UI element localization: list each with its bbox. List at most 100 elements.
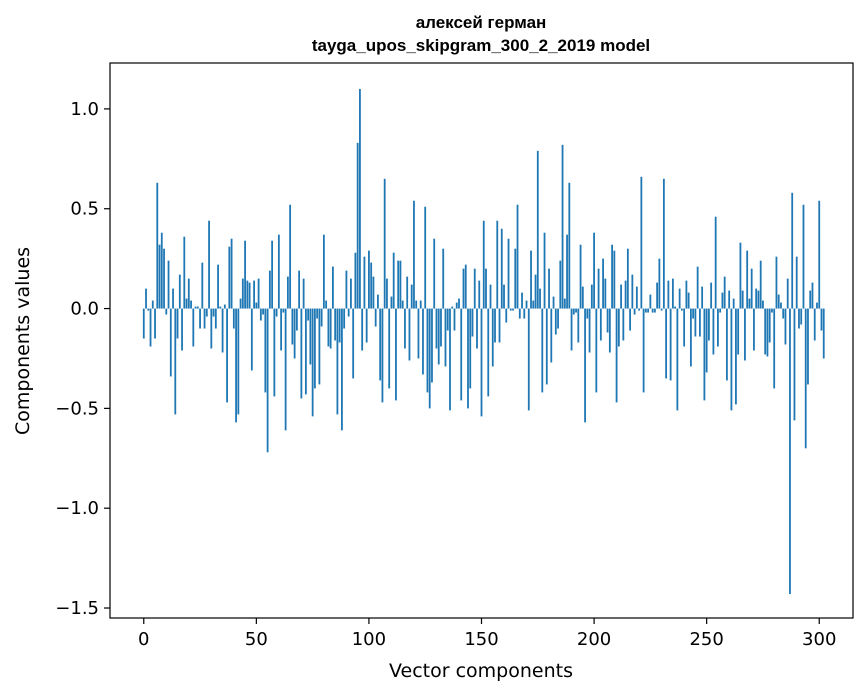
bar-61	[280, 308, 283, 351]
bar-274	[759, 260, 762, 309]
bar-292	[800, 308, 803, 325]
bar-194	[579, 244, 582, 309]
bar-250	[705, 308, 708, 373]
bar-254	[714, 216, 717, 309]
bar-235	[671, 278, 674, 309]
bar-44	[241, 278, 244, 309]
bar-121	[415, 300, 418, 309]
bar-241	[685, 280, 688, 309]
bar-59	[275, 308, 278, 317]
bar-19	[185, 298, 188, 309]
x-tick-label: 0	[138, 629, 149, 650]
chart-subtitle: tayga_upos_skipgram_300_2_2019 model	[312, 36, 650, 55]
bar-213	[622, 308, 625, 341]
bar-42	[237, 308, 240, 415]
bar-80	[322, 234, 325, 309]
bar-36	[223, 304, 226, 309]
bar-139	[455, 302, 458, 309]
bar-27	[203, 308, 206, 329]
bar-126	[426, 308, 429, 393]
bar-197	[586, 308, 589, 319]
chart-title: алексей герман	[416, 13, 547, 32]
bar-271	[753, 308, 755, 351]
bar-270	[750, 268, 753, 309]
bar-68	[295, 308, 298, 331]
bar-2	[147, 308, 150, 311]
bar-5	[154, 308, 156, 339]
bar-281	[775, 256, 778, 309]
bar-118	[408, 308, 411, 361]
bar-13	[172, 288, 174, 309]
bar-99	[365, 308, 368, 343]
bar-202	[597, 268, 600, 309]
bar-242	[687, 292, 690, 309]
bar-216	[629, 308, 631, 331]
bar-108	[386, 278, 388, 309]
bar-261	[730, 308, 733, 411]
bar-161	[505, 308, 508, 323]
bar-70	[300, 308, 303, 399]
bar-154	[489, 284, 492, 309]
bar-210	[615, 308, 618, 403]
bar-57	[271, 240, 274, 309]
bar-113	[397, 260, 400, 309]
bar-89	[343, 308, 346, 329]
bar-269	[748, 298, 751, 309]
bar-41	[235, 308, 237, 423]
bar-168	[521, 292, 523, 309]
x-axis-ticks: 0 50 100 150 200 250 300	[138, 618, 836, 650]
bar-94	[354, 252, 357, 309]
bar-102	[372, 276, 375, 309]
bar-10	[165, 308, 168, 315]
bar-97	[361, 308, 364, 351]
bar-246	[696, 266, 699, 309]
bar-148	[476, 308, 478, 349]
x-axis-label: Vector components	[389, 660, 573, 682]
bar-255	[717, 308, 719, 347]
x-tick-label: 150	[464, 629, 498, 650]
bar-243	[689, 308, 692, 367]
bar-20	[187, 278, 190, 309]
bar-66	[291, 308, 294, 345]
bar-85	[334, 308, 337, 341]
bar-96	[359, 88, 361, 309]
bar-15	[176, 308, 179, 339]
bar-67	[293, 308, 296, 359]
bar-111	[392, 252, 395, 309]
bar-25	[199, 308, 201, 329]
bar-178	[543, 232, 546, 309]
bar-160	[503, 284, 505, 309]
bar-290	[795, 256, 798, 309]
bar-129	[433, 238, 436, 309]
bar-182	[552, 296, 555, 309]
bar-203	[599, 308, 602, 341]
bar-206	[606, 308, 609, 333]
bar-153	[487, 308, 490, 397]
bar-195	[581, 286, 584, 309]
bar-115	[401, 300, 404, 309]
y-axis-label: Components values	[12, 247, 34, 435]
bar-257	[721, 292, 724, 309]
bar-114	[399, 260, 402, 309]
bar-49	[253, 280, 255, 309]
bar-207	[608, 308, 611, 353]
bar-222	[642, 308, 645, 393]
bar-185	[559, 260, 562, 309]
bar-156	[494, 308, 496, 343]
bar-32	[214, 308, 217, 329]
bar-231	[662, 178, 665, 309]
bar-209	[613, 250, 616, 309]
bar-150	[480, 308, 483, 417]
bar-37	[226, 308, 228, 403]
bar-240	[683, 308, 686, 347]
bar-48	[250, 308, 253, 371]
bar-223	[644, 308, 647, 313]
bar-50	[255, 302, 258, 309]
bar-294	[804, 308, 807, 449]
bar-90	[345, 270, 348, 309]
bar-208	[611, 244, 613, 309]
bar-75	[311, 308, 314, 417]
bar-298	[813, 308, 816, 341]
bar-199	[590, 284, 593, 309]
bar-14	[174, 308, 177, 415]
